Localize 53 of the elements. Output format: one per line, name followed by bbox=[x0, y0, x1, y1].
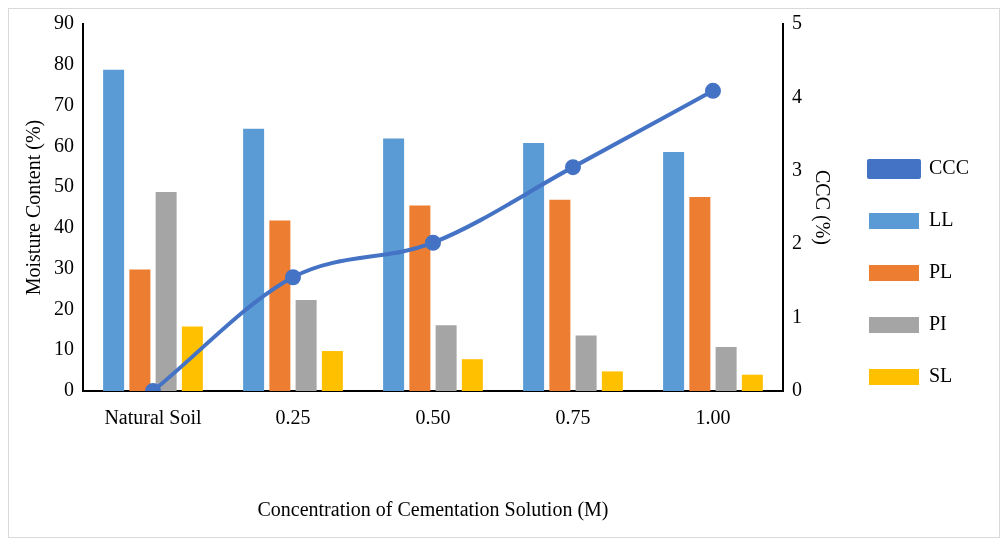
bar bbox=[409, 205, 431, 391]
y-tick-label: 50 bbox=[54, 174, 74, 197]
y2-axis-title: CCC (%) bbox=[810, 170, 834, 245]
bar bbox=[575, 335, 597, 391]
y-tick-label: 70 bbox=[54, 92, 74, 115]
point bbox=[564, 159, 581, 176]
point bbox=[424, 234, 441, 251]
bar bbox=[461, 359, 483, 391]
y-tick-label: 40 bbox=[54, 215, 74, 238]
bar bbox=[321, 351, 343, 391]
bar bbox=[243, 128, 265, 391]
bar bbox=[295, 300, 317, 391]
point bbox=[704, 82, 721, 99]
bar bbox=[155, 192, 177, 391]
x-tick-label: 0.25 bbox=[275, 406, 311, 429]
bar bbox=[741, 374, 763, 391]
y2-tick-label: 4 bbox=[791, 84, 802, 107]
x-tick-label: 0.75 bbox=[555, 406, 591, 429]
bar bbox=[383, 138, 405, 391]
y-axis-title: Moisture Content (%) bbox=[22, 119, 46, 296]
y-tick-label: 90 bbox=[54, 11, 74, 34]
x-tick-label: 0.50 bbox=[415, 406, 451, 429]
bar bbox=[663, 152, 685, 391]
x-tick-label: Natural Soil bbox=[104, 406, 203, 429]
bar bbox=[181, 326, 203, 391]
y-tick-label: 60 bbox=[54, 133, 74, 156]
bar bbox=[715, 346, 737, 391]
bar bbox=[435, 325, 457, 391]
y-tick-label: 20 bbox=[54, 296, 74, 319]
legend-label: CCC bbox=[928, 156, 970, 179]
y-tick-label: 0 bbox=[64, 378, 74, 401]
y-tick-label: 30 bbox=[54, 255, 74, 278]
legend-label: LL bbox=[928, 208, 954, 231]
legend-label: PI bbox=[928, 312, 947, 335]
y2-tick-label: 3 bbox=[791, 158, 802, 181]
y2-tick-label: 0 bbox=[791, 378, 802, 401]
bar bbox=[689, 196, 711, 391]
x-axis-title: Concentration of Cementation Solution (M) bbox=[257, 498, 609, 522]
bar bbox=[129, 269, 151, 391]
bar bbox=[103, 69, 125, 391]
y2-tick-label: 2 bbox=[791, 231, 802, 254]
bar bbox=[269, 220, 291, 391]
y-tick-label: 80 bbox=[54, 52, 74, 75]
y2-tick-label: 1 bbox=[791, 304, 802, 327]
x-tick-label: 1.00 bbox=[695, 406, 731, 429]
y2-tick-label: 5 bbox=[791, 11, 802, 34]
bar bbox=[523, 143, 545, 391]
y-tick-label: 10 bbox=[54, 337, 74, 360]
bar bbox=[601, 371, 623, 391]
legend-label: SL bbox=[928, 364, 953, 387]
bar bbox=[549, 199, 571, 391]
legend-label: PL bbox=[928, 260, 953, 283]
point bbox=[284, 269, 301, 286]
